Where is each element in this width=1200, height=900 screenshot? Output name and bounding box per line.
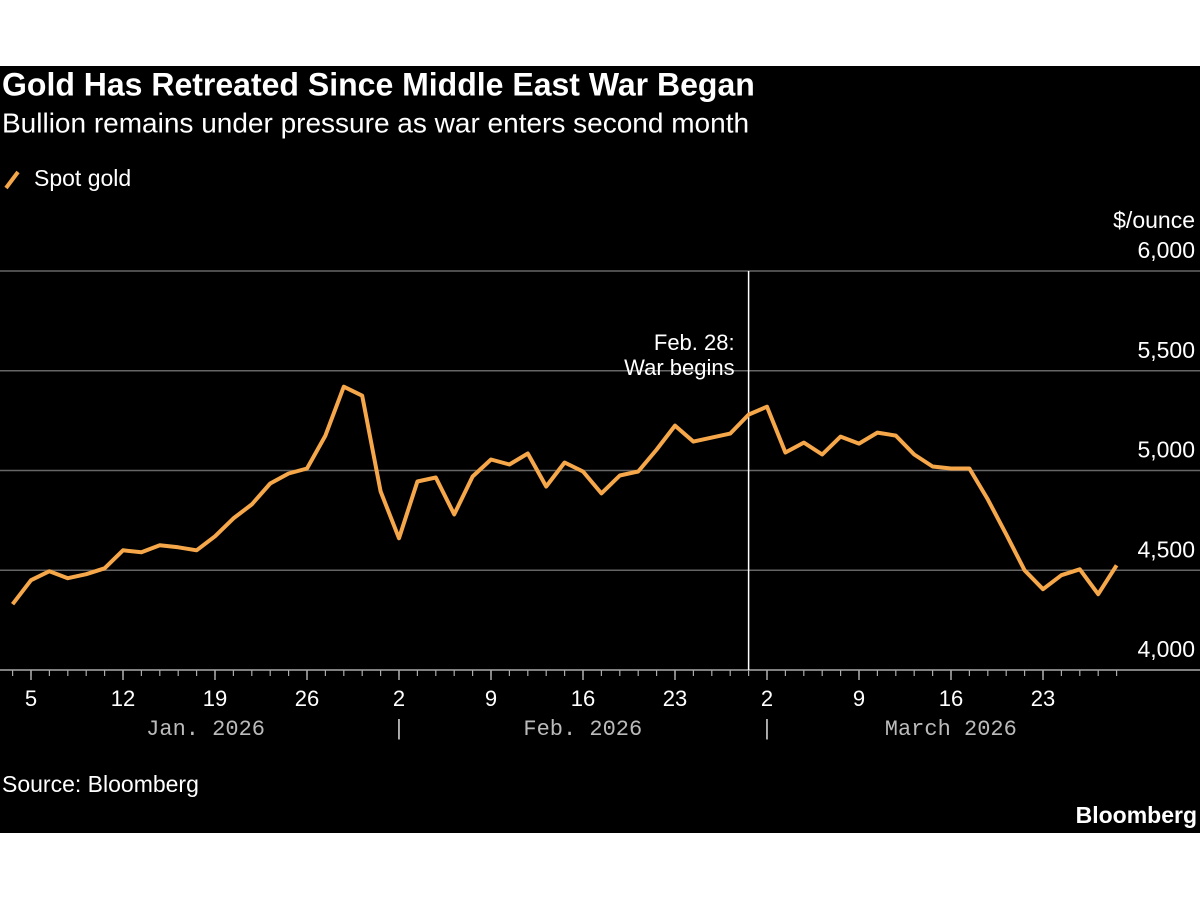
y-tick-label: 5,500	[1137, 337, 1195, 363]
x-tick-label: 2	[393, 686, 405, 711]
month-label: Feb. 2026	[523, 717, 642, 742]
x-tick-label: 19	[203, 686, 227, 711]
chart-title: Gold Has Retreated Since Middle East War…	[2, 66, 755, 102]
legend-label: Spot gold	[34, 165, 131, 191]
x-tick-label: 23	[1031, 686, 1055, 711]
y-tick-label: 6,000	[1137, 237, 1195, 263]
source: Source: Bloomberg	[2, 771, 199, 797]
legend-swatch	[4, 170, 20, 190]
month-separator: |	[760, 717, 773, 742]
month-label: March 2026	[885, 717, 1017, 742]
month-separator: |	[392, 717, 405, 742]
y-tick-label: 5,000	[1137, 437, 1195, 463]
annotation-text: War begins	[624, 355, 734, 380]
x-tick-label: 2	[761, 686, 773, 711]
x-tick-label: 16	[571, 686, 595, 711]
brand: Bloomberg	[1076, 802, 1197, 828]
y-axis-label: $/ounce	[1113, 207, 1195, 233]
y-tick-label: 4,000	[1137, 636, 1195, 662]
series-line	[11, 384, 1119, 606]
x-tick-label: 12	[111, 686, 135, 711]
x-tick-label: 9	[485, 686, 497, 711]
y-tick-label: 4,500	[1137, 536, 1195, 562]
x-tick-label: 5	[25, 686, 37, 711]
annotation-text: Feb. 28:	[654, 330, 735, 355]
chart-subtitle: Bullion remains under pressure as war en…	[2, 107, 749, 138]
x-tick-label: 16	[939, 686, 963, 711]
background	[0, 66, 1200, 833]
x-tick-label: 23	[663, 686, 687, 711]
x-tick-label: 26	[295, 686, 319, 711]
month-label: Jan. 2026	[146, 717, 265, 742]
x-tick-label: 9	[853, 686, 865, 711]
